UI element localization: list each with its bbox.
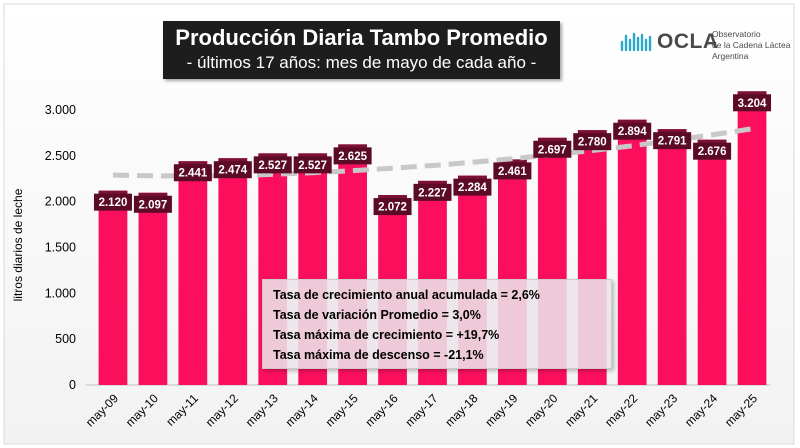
value-label: 2.527 bbox=[258, 160, 287, 172]
value-label: 2.441 bbox=[178, 168, 207, 180]
value-label: 2.072 bbox=[378, 202, 407, 214]
bar-cap-may-09 bbox=[98, 190, 128, 195]
bar-cap-may-15 bbox=[338, 144, 367, 149]
value-label-bg bbox=[453, 178, 492, 196]
value-label: 2.697 bbox=[538, 144, 567, 156]
y-tick-label: 1.000 bbox=[45, 286, 76, 300]
value-label-bg bbox=[533, 140, 572, 158]
value-label: 2.527 bbox=[298, 160, 327, 172]
value-label-bg bbox=[93, 193, 132, 211]
bar-may-23 bbox=[657, 129, 687, 385]
ocla-logo: OCLA Observatorio de la Cadena Láctea Ar… bbox=[620, 28, 790, 68]
bar-cap-may-25 bbox=[737, 91, 767, 96]
stat-max-growth: Tasa máxima de crecimiento = +19,7% bbox=[273, 328, 500, 342]
bar-may-12 bbox=[218, 158, 248, 385]
bar-cap-may-21 bbox=[577, 130, 607, 135]
value-label-bg bbox=[213, 161, 252, 179]
y-tick-label: 2.500 bbox=[45, 149, 76, 163]
y-tick-label: 1.500 bbox=[45, 241, 76, 255]
bar-cap-may-10 bbox=[138, 192, 168, 197]
value-label-bg bbox=[693, 142, 732, 160]
bar-cap-may-13 bbox=[258, 153, 288, 158]
logo-line-2: de la Cadena Láctea bbox=[712, 40, 791, 50]
y-axis-label: litros diarios de leche bbox=[11, 188, 25, 301]
bar-cap-may-18 bbox=[458, 175, 487, 180]
value-label: 2.227 bbox=[418, 187, 447, 199]
chart-title: Producción Diaria Tambo Promedio bbox=[175, 25, 548, 50]
bar-cap-may-16 bbox=[378, 195, 407, 200]
bar-cap-may-20 bbox=[537, 137, 567, 142]
value-label-bg bbox=[733, 94, 772, 112]
stat-growth-rate: Tasa de crecimiento anual acumulada = 2,… bbox=[273, 288, 540, 302]
bar-may-25 bbox=[737, 91, 767, 386]
value-label-bg bbox=[613, 122, 652, 140]
stat-average-variation: Tasa de variación Promedio = 3,0% bbox=[273, 308, 481, 322]
logo-line-1: Observatorio bbox=[712, 29, 761, 39]
y-tick-labels-layer: 0 500 1.000 1.500 2.000 2.500 3.000 bbox=[45, 103, 76, 392]
wave-logo-icon bbox=[620, 32, 652, 52]
bar-may-09 bbox=[98, 190, 128, 385]
value-label-bg bbox=[493, 162, 532, 180]
value-label-bg bbox=[653, 132, 692, 150]
bar-cap-may-17 bbox=[418, 180, 447, 185]
value-label-bg bbox=[253, 156, 292, 174]
stats-box: Tasa de crecimiento anual acumulada = 2,… bbox=[262, 279, 612, 369]
logo-line-3: Argentina bbox=[712, 51, 749, 61]
value-label: 2.284 bbox=[458, 182, 487, 194]
value-label: 2.894 bbox=[618, 126, 647, 138]
value-label: 2.461 bbox=[498, 166, 527, 178]
bar-cap-may-12 bbox=[218, 158, 248, 163]
value-label-bg bbox=[293, 156, 332, 174]
value-label: 2.780 bbox=[578, 137, 607, 149]
value-label: 2.791 bbox=[658, 136, 687, 148]
bar-cap-may-24 bbox=[697, 139, 727, 144]
y-tick-label: 2.000 bbox=[45, 195, 76, 209]
value-label-bg bbox=[173, 164, 212, 182]
bar-may-11 bbox=[178, 161, 208, 385]
stat-max-decline: Tasa máxima de descenso = -21,1% bbox=[273, 348, 484, 362]
bar-cap-may-19 bbox=[498, 159, 527, 164]
bar-may-24 bbox=[697, 139, 727, 385]
value-label-bg bbox=[133, 195, 172, 213]
bar-may-22 bbox=[617, 119, 647, 385]
title-box: Producción Diaria Tambo Promedio - últim… bbox=[163, 21, 560, 79]
bar-cap-may-22 bbox=[617, 119, 647, 124]
logo-name: OCLA bbox=[657, 30, 719, 53]
value-label: 2.625 bbox=[338, 151, 367, 163]
value-label: 3.204 bbox=[738, 98, 767, 110]
value-label-bg bbox=[413, 183, 452, 201]
value-label: 2.676 bbox=[698, 146, 727, 158]
y-tick-label: 0 bbox=[69, 378, 76, 392]
bar-may-10 bbox=[138, 192, 168, 385]
value-label-bg bbox=[333, 147, 372, 165]
value-label-bg bbox=[373, 198, 412, 216]
y-tick-label: 3.000 bbox=[45, 103, 76, 117]
bar-cap-may-23 bbox=[657, 129, 687, 134]
bar-cap-may-14 bbox=[298, 153, 328, 158]
y-tick-label: 500 bbox=[55, 332, 76, 346]
value-label: 2.474 bbox=[218, 165, 247, 177]
value-labels-layer: 2.120 2.097 2.441 2.474 2.527 2.527 2.625 2.072… bbox=[93, 94, 772, 216]
value-label: 2.120 bbox=[99, 197, 128, 209]
bar-cap-may-11 bbox=[178, 161, 208, 166]
value-label-bg bbox=[573, 133, 612, 151]
chart-subtitle: - últimos 17 años: mes de mayo de cada a… bbox=[186, 53, 537, 72]
value-label: 2.097 bbox=[139, 199, 168, 211]
